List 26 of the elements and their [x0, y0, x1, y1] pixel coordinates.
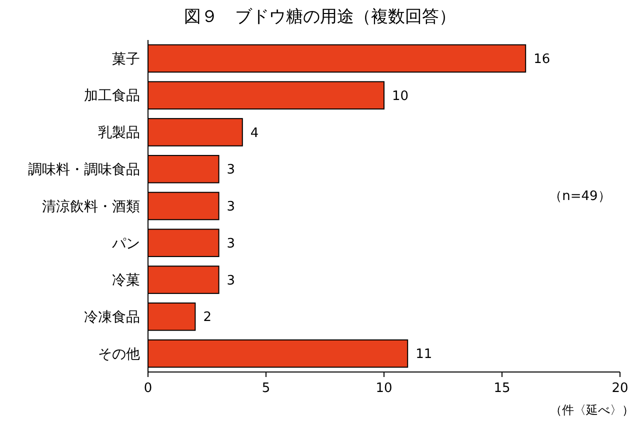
data-label: 16 — [534, 52, 550, 67]
y-tick-label: 冷凍食品 — [84, 310, 140, 326]
y-tick-label: 調味料・調味食品 — [28, 162, 140, 178]
chart-title: 図９ ブドウ糖の用途（複数回答） — [184, 7, 456, 27]
data-label: 3 — [226, 162, 236, 178]
y-tick-label: 冷菓 — [112, 272, 140, 289]
y-tick-label: パン — [111, 236, 140, 252]
data-label: 3 — [226, 273, 236, 288]
data-label: 3 — [226, 236, 236, 252]
y-tick-label: 清涼飲料・酒類 — [42, 198, 140, 215]
data-label: 10 — [392, 88, 409, 104]
y-tick-label: 加工食品 — [84, 88, 140, 104]
x-tick-label: 0 — [144, 381, 152, 396]
y-tick-label: その他 — [98, 346, 140, 362]
x-tick-label: 5 — [262, 381, 270, 396]
y-tick-label: 菓子 — [112, 51, 140, 68]
x-tick-label: 20 — [612, 381, 628, 396]
annotation: （n=49） — [549, 189, 611, 204]
data-label: 11 — [416, 347, 432, 362]
y-tick-label: 乳製品 — [98, 125, 140, 142]
data-label: 2 — [203, 310, 212, 326]
data-label: 3 — [226, 200, 236, 215]
x-tick-label: 10 — [376, 381, 392, 396]
x-axis-title: （件〈延べ〉） — [550, 403, 634, 417]
x-tick-label: 15 — [494, 381, 510, 396]
data-label: 4 — [250, 126, 259, 141]
